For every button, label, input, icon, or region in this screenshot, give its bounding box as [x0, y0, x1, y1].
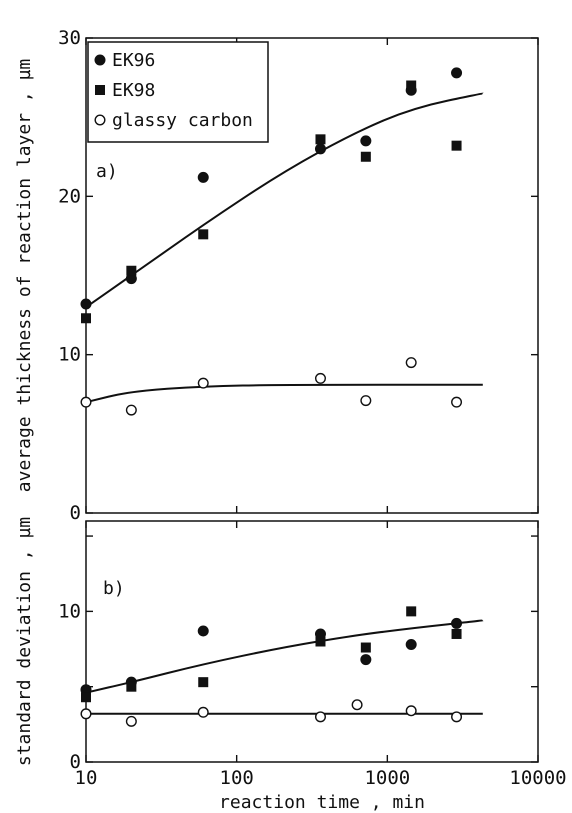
- x-tick-label: 10000: [509, 767, 566, 789]
- legend: EK96 EK98 glassy carbon: [87, 41, 269, 143]
- data-point-filled-square: [451, 628, 462, 639]
- data-point-filled-circle: [360, 654, 372, 666]
- fit-curve-1: [85, 92, 484, 309]
- series-filled-square: [81, 606, 462, 703]
- y-tick-label: 20: [58, 185, 81, 207]
- data-point-filled-square: [360, 151, 371, 162]
- y-axis-title: standard deviation , µm: [14, 517, 35, 766]
- y-axis-title: average thickness of reaction layer , µm: [14, 59, 35, 492]
- data-point-filled-square: [315, 636, 326, 647]
- x-axis-title: reaction time , min: [219, 792, 425, 813]
- data-point-filled-circle: [451, 617, 463, 629]
- data-point-open-circle: [314, 711, 326, 723]
- data-point-open-circle: [80, 396, 92, 408]
- series-filled-square: [81, 80, 462, 324]
- data-point-filled-circle: [314, 143, 326, 155]
- plot-frame: [85, 37, 539, 514]
- data-point-filled-square: [81, 692, 91, 703]
- y-tick-label: 0: [70, 751, 81, 773]
- data-point-open-circle: [405, 705, 417, 717]
- data-point-filled-circle: [197, 625, 209, 637]
- data-point-filled-square: [126, 681, 137, 692]
- legend-marker-open-circle: [94, 114, 106, 126]
- data-point-filled-circle: [405, 639, 417, 651]
- data-point-filled-square: [451, 140, 462, 151]
- panel-label: b): [103, 578, 125, 599]
- x-tick-label: 10: [75, 767, 98, 789]
- data-point-filled-square: [406, 80, 417, 91]
- legend-label: EK98: [112, 80, 155, 101]
- data-point-open-circle: [197, 706, 209, 718]
- data-point-filled-square: [198, 677, 209, 688]
- data-point-filled-circle: [451, 67, 463, 79]
- data-point-filled-square: [198, 229, 209, 240]
- legend-label: glassy carbon: [112, 110, 253, 131]
- legend-label: EK96: [112, 50, 155, 71]
- y-tick-label: 10: [58, 344, 81, 366]
- data-point-open-circle: [351, 699, 363, 711]
- data-point-open-circle: [197, 377, 209, 389]
- data-point-filled-square: [315, 134, 326, 145]
- panel-a-thickness: 0 10 20 30 average thickness of reaction lay…: [14, 27, 539, 524]
- data-point-open-circle: [125, 404, 137, 416]
- data-point-open-circle: [314, 372, 326, 384]
- series-open-circle: [80, 357, 463, 416]
- x-tick-label: 100: [220, 767, 254, 789]
- data-point-open-circle: [451, 711, 463, 723]
- plot-frame: [85, 520, 539, 763]
- fit-curve-2: [85, 383, 483, 404]
- data-point-open-circle: [451, 396, 463, 408]
- fit-curve-1: [85, 619, 484, 694]
- data-point-filled-circle: [197, 171, 209, 183]
- series-filled-circle: [80, 617, 463, 696]
- data-point-open-circle: [360, 395, 372, 407]
- data-point-filled-square: [126, 265, 137, 276]
- y-tick-label: 30: [58, 27, 81, 49]
- panel-label: a): [96, 161, 118, 182]
- legend-box: [87, 41, 269, 143]
- y-tick-label: 0: [70, 502, 81, 524]
- legend-marker-filled-square: [95, 85, 105, 95]
- x-tick-label: 1000: [364, 767, 410, 789]
- data-point-filled-circle: [360, 135, 372, 147]
- data-point-filled-square: [406, 606, 417, 617]
- data-point-open-circle: [80, 708, 92, 720]
- y-tick-label: 10: [58, 600, 81, 622]
- data-point-open-circle: [405, 357, 417, 369]
- data-point-filled-square: [81, 313, 91, 324]
- legend-marker-filled-circle: [94, 54, 106, 66]
- data-point-open-circle: [125, 715, 137, 727]
- data-point-filled-circle: [80, 298, 92, 310]
- series-open-circle: [80, 699, 463, 727]
- data-point-filled-square: [360, 642, 371, 653]
